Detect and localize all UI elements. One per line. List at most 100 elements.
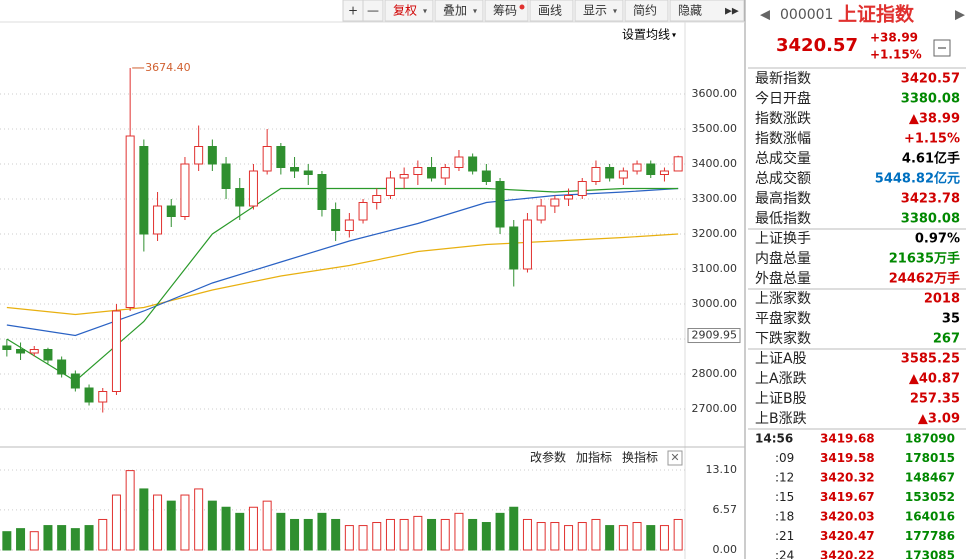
stat-label: 上A涨跌 [755, 371, 807, 387]
volume-tick-label: 6.57 [713, 503, 738, 516]
stat-value: 3420.57 [901, 72, 960, 87]
volume-bar [2, 531, 12, 551]
stat-value: 257.35 [910, 392, 960, 407]
candle-body [262, 146, 272, 172]
volume-bar [413, 515, 423, 551]
candle-body [399, 174, 409, 179]
volume-bar [481, 522, 491, 551]
candle-body [673, 156, 683, 172]
toolbar-button[interactable] [484, 0, 529, 22]
candle-body [2, 345, 12, 350]
candle-body [605, 167, 615, 179]
y-tick-label: 3300.00 [692, 192, 738, 205]
tick-time: :15 [775, 490, 794, 504]
candle-body [358, 202, 368, 221]
tick-price: 3420.47 [820, 529, 875, 543]
toolbar-button[interactable] [574, 0, 624, 22]
volume-bar [618, 525, 628, 551]
stat-label: 上证B股 [755, 391, 807, 407]
candle-body [646, 163, 656, 175]
candle-body [522, 219, 532, 270]
candle-body [235, 188, 245, 207]
hide-arrows: ▶▶ [725, 7, 739, 17]
stat-label: 今日开盘 [755, 90, 811, 107]
volume-bar [43, 525, 53, 551]
indicator-button[interactable]: 换指标 [622, 450, 658, 465]
volume-bar [591, 518, 601, 551]
toolbar-button[interactable] [529, 0, 574, 22]
candle-body [331, 209, 341, 231]
candle-body [221, 163, 231, 189]
tick-time: 14:56 [755, 432, 793, 446]
volume-bar [673, 518, 683, 551]
toolbar-button-label: 叠加 [443, 4, 467, 18]
candle-body [57, 359, 67, 375]
stat-value: 267 [933, 332, 960, 347]
toolbar-button[interactable] [434, 0, 484, 22]
toolbar-button[interactable] [384, 0, 434, 22]
indicator-button[interactable]: 改参数 [530, 450, 566, 465]
tick-price: 3420.03 [820, 510, 875, 524]
stat-value: 24462万手 [889, 271, 960, 287]
indicator-button[interactable]: 加指标 [576, 450, 612, 465]
volume-bar [290, 518, 300, 551]
volume-bar [577, 522, 587, 551]
y-tick-label: 3400.00 [692, 157, 738, 170]
stat-label: 最高指数 [755, 190, 811, 207]
dropdown-arrow: ▾ [423, 7, 427, 16]
candle-body [564, 195, 574, 200]
quote-change: +38.99 [870, 31, 918, 45]
candle-body [577, 181, 587, 196]
y-tick-label: 3500.00 [692, 122, 738, 135]
next-arrow[interactable]: ▶ [955, 8, 965, 23]
tick-time: :21 [775, 529, 794, 543]
candle-body [632, 163, 642, 172]
candle-body [166, 205, 176, 217]
dropdown-arrow: ▾ [613, 7, 617, 16]
volume-bar [468, 518, 478, 551]
tick-volume: 164016 [905, 510, 955, 524]
volume-bar [605, 525, 615, 551]
prev-arrow[interactable]: ◀ [760, 8, 770, 23]
stat-label: 上B涨跌 [755, 411, 807, 427]
volume-tick-label: 0.00 [713, 543, 738, 556]
volume-bar [303, 518, 313, 551]
stat-value: ▲38.99 [909, 112, 960, 127]
candle-body [344, 219, 354, 231]
volume-bar [111, 494, 121, 551]
volume-tick-label: 13.10 [706, 463, 738, 476]
stat-value: ▲40.87 [909, 372, 960, 387]
ma-setting[interactable]: 设置均线 [622, 28, 670, 42]
volume-bar [16, 528, 26, 551]
volume-bar [207, 500, 217, 551]
candle-body [385, 177, 395, 196]
tick-time: :24 [775, 549, 794, 559]
stat-value: 2018 [924, 292, 960, 307]
toolbar-button[interactable] [362, 0, 384, 22]
volume-bar [276, 512, 286, 551]
moving-average [6, 187, 679, 337]
stat-value: 21635万手 [889, 251, 960, 267]
cursor-price: 2909.95 [692, 329, 738, 342]
volume-bar [646, 525, 656, 551]
candle-body [468, 156, 478, 172]
stat-value: 4.61亿手 [902, 151, 960, 167]
toolbar-button[interactable] [669, 0, 745, 22]
y-tick-label: 3100.00 [692, 262, 738, 275]
tick-price: 3419.68 [820, 432, 875, 446]
close-indicator[interactable] [667, 450, 683, 466]
candle-body [111, 310, 121, 392]
volume-bar [358, 525, 368, 551]
volume-bar [125, 470, 135, 551]
stat-label: 内盘总量 [755, 250, 811, 267]
candle-body [481, 170, 491, 182]
candle-body [290, 167, 300, 172]
volume-bar [98, 518, 108, 551]
toolbar-button[interactable] [624, 0, 669, 22]
dropdown-arrow: ▾ [473, 7, 477, 16]
stat-label: 下跌家数 [755, 330, 811, 347]
stat-label: 指数涨跌 [755, 111, 811, 127]
candle-body [454, 156, 464, 168]
cursor-price-box [687, 328, 741, 344]
volume-bar [221, 506, 231, 551]
